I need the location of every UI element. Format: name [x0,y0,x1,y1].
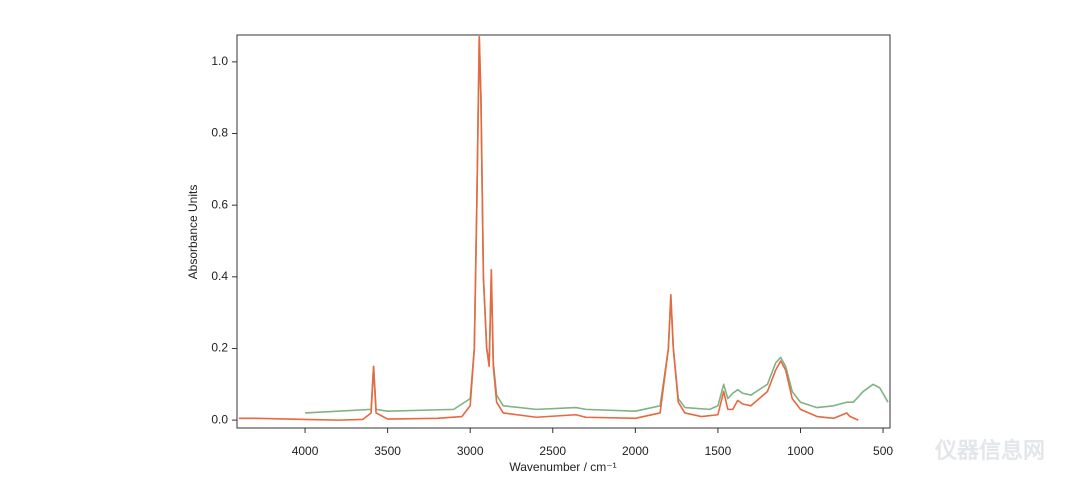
y-tick-label: 1.0 [211,54,228,68]
x-tick-label: 2500 [539,444,566,458]
y-tick-label: 0.8 [211,126,228,140]
y-tick-label: 0.6 [211,197,228,211]
y-tick-label: 0.2 [211,341,228,355]
x-tick-label: 2000 [622,444,649,458]
y-axis-title: Absorbance Units [186,185,200,280]
spectrum-line [304,35,889,414]
watermark: 仪器信息网 [934,438,1045,463]
plot-frame [236,34,891,429]
y-tick-label: 0.0 [211,412,228,426]
x-tick-label: 1000 [787,444,814,458]
x-axis-title: Wavenumber / cm⁻¹ [509,460,616,474]
x-tick-label: 4000 [292,444,319,458]
x-tick-label: 3000 [457,444,484,458]
x-tick-label: 1500 [705,444,732,458]
y-tick-label: 0.4 [211,269,228,283]
x-tick-label: 3500 [374,444,401,458]
spectrum-line [238,35,859,421]
x-tick-label: 500 [873,444,893,458]
